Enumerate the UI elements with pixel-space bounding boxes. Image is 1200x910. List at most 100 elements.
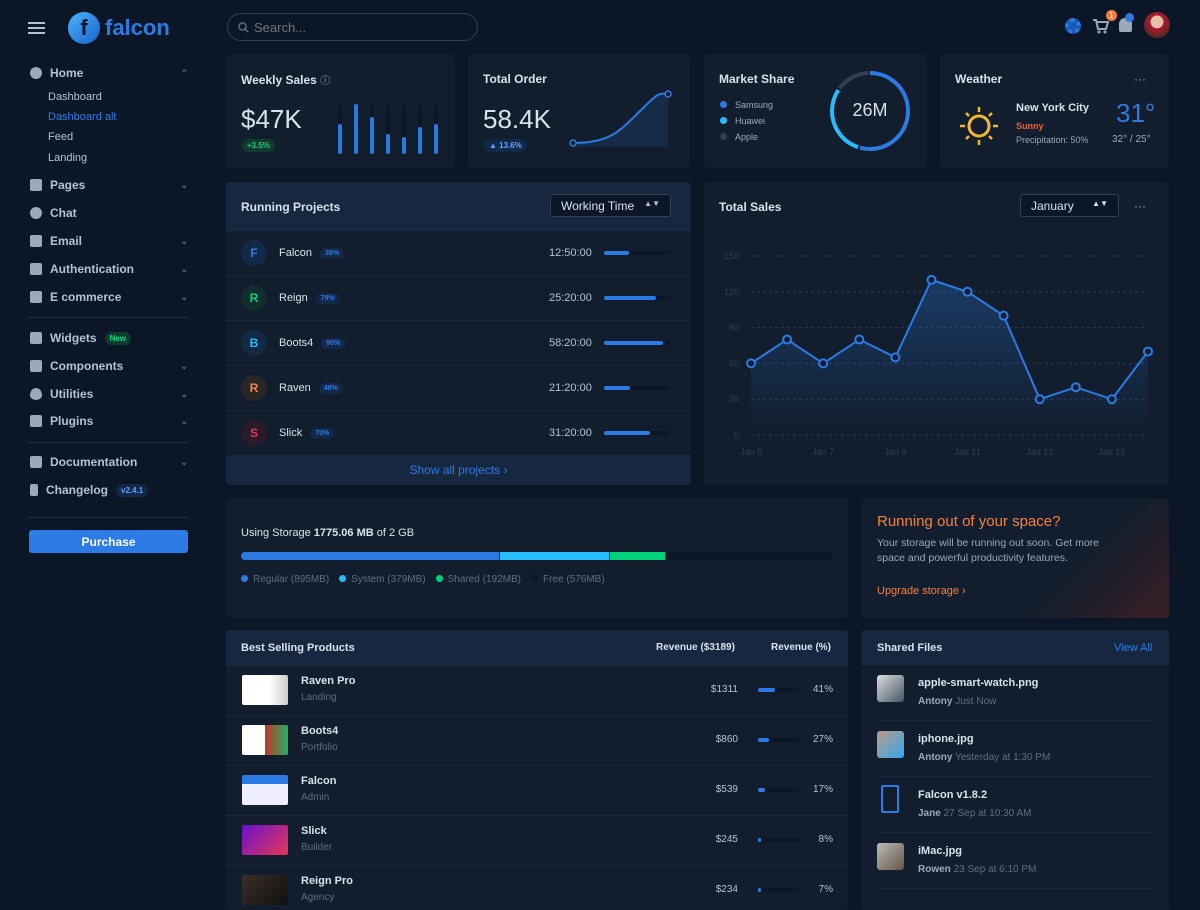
market-share-center: 26M [852, 100, 888, 120]
product-name[interactable]: Raven Pro [301, 675, 356, 687]
upgrade-storage-link[interactable]: Upgrade storage › [877, 585, 966, 597]
product-name[interactable]: Falcon [301, 775, 337, 787]
product-revenue: $245 [715, 834, 738, 845]
show-all-projects-link[interactable]: Show all projects › [226, 455, 691, 485]
weekly-sales-change: +3.5% [242, 139, 275, 152]
more-menu-icon[interactable]: ··· [1134, 199, 1146, 213]
weather-condition: Sunny [1016, 121, 1044, 131]
project-row[interactable]: B Boots4 90% 58:20:00 [226, 320, 691, 365]
project-percent-badge: 79% [315, 292, 340, 304]
more-menu-icon[interactable]: ··· [1134, 72, 1146, 86]
file-thumbnail [877, 731, 904, 758]
product-revenue: $860 [715, 734, 738, 745]
file-row[interactable]: iMac.jpg Rowen 23 Sep at 6:10 PM [876, 833, 1154, 889]
project-row[interactable]: S Slick 70% 31:20:00 [226, 410, 691, 455]
menu-toggle-icon[interactable] [28, 22, 45, 34]
storage-label: Using Storage 1775.06 MB of 2 GB [241, 527, 415, 539]
project-name: Reign [279, 292, 308, 304]
file-row[interactable]: Falcon v1.8.2 Jane 27 Sep at 10:30 AM [876, 777, 1154, 833]
search-box[interactable] [227, 13, 478, 41]
working-time-select[interactable]: Working Time ▲▼ [550, 194, 671, 217]
search-icon [238, 21, 249, 33]
product-name[interactable]: Reign Pro [301, 875, 353, 887]
product-revenue-bar [758, 888, 799, 892]
sidebar-sub-feed[interactable]: Feed [48, 131, 74, 143]
sales-point [1034, 394, 1045, 405]
sidebar-item-label: Components [50, 359, 124, 373]
product-row[interactable]: Boots4 Portfolio $860 27% [226, 715, 848, 765]
sidebar-item-label: Widgets [50, 331, 97, 345]
file-name[interactable]: Falcon v1.8.2 [918, 789, 988, 801]
product-category: Builder [301, 842, 333, 853]
sidebar-item-home[interactable]: Home ⌃ [30, 66, 188, 80]
chevron-down-icon: ⌄ [180, 388, 188, 399]
project-row[interactable]: F Falcon 38% 12:50:00 [226, 230, 691, 275]
product-row[interactable]: Reign Pro Agency $234 7% [226, 865, 848, 910]
purchase-button[interactable]: Purchase [29, 530, 188, 553]
sidebar-item-email[interactable]: Email ⌄ [30, 234, 188, 248]
info-icon[interactable]: ⓘ [320, 76, 331, 87]
view-all-link[interactable]: View All [1114, 642, 1153, 654]
month-select[interactable]: January ▲▼ [1020, 194, 1119, 217]
file-thumbnail [877, 675, 904, 702]
storage-card: Using Storage 1775.06 MB of 2 GB Regular… [226, 498, 848, 618]
total-sales-card: Total Sales January ▲▼ ··· 0 30 60 90 120 150 J… [704, 182, 1169, 485]
products-title: Best Selling Products [241, 642, 355, 654]
product-row[interactable]: Raven Pro Landing $1311 41% [226, 665, 848, 715]
product-row[interactable]: Slick Builder $245 8% [226, 815, 848, 865]
sidebar-item-components[interactable]: Components ⌄ [30, 359, 188, 373]
file-thumbnail [877, 843, 904, 870]
cart-icon[interactable] [1092, 18, 1109, 34]
file-row[interactable]: iphone.jpg Antony Yesterday at 1:30 PM [876, 721, 1154, 777]
file-row[interactable]: apple-smart-watch.png Antony Just Now [876, 665, 1154, 721]
chevron-down-icon: ⌄ [180, 291, 188, 302]
falcon-logo[interactable]: f falcon [68, 12, 170, 44]
market-share-donut [830, 71, 910, 151]
donut-slice [830, 71, 910, 151]
sidebar-item-changelog[interactable]: Changelog v2.4.1 [30, 483, 188, 497]
file-name[interactable]: apple-smart-watch.png [918, 677, 1039, 689]
sidebar-item-documentation[interactable]: Documentation ⌄ [30, 455, 188, 469]
plug-icon [30, 415, 42, 427]
user-avatar[interactable] [1144, 12, 1170, 38]
sales-point [998, 310, 1009, 321]
product-category: Admin [301, 792, 330, 803]
project-avatar: F [241, 240, 267, 266]
sidebar-sub-dashboard[interactable]: Dashboard [48, 91, 102, 103]
search-input[interactable] [254, 19, 454, 35]
legend-item: Huawei [720, 113, 773, 129]
y-tick-label: 90 [729, 323, 739, 333]
file-name[interactable]: iMac.jpg [918, 845, 963, 857]
project-percent-badge: 70% [310, 427, 335, 439]
product-name[interactable]: Slick [301, 825, 327, 837]
y-tick-label: 30 [729, 394, 739, 404]
code-branch-icon [30, 484, 38, 496]
sidebar-sub-landing[interactable]: Landing [48, 152, 88, 164]
product-row[interactable]: Falcon Admin $539 17% [226, 765, 848, 815]
sidebar-item-widgets[interactable]: Widgets New [30, 331, 188, 345]
project-percent-badge: 90% [321, 337, 346, 349]
sidebar-item-authentication[interactable]: Authentication ⌄ [30, 262, 188, 276]
sidebar-item-plugins[interactable]: Plugins ⌄ [30, 414, 188, 428]
sidebar-item-label: Home [50, 66, 84, 80]
project-row[interactable]: R Raven 40% 21:20:00 [226, 365, 691, 410]
sidebar-item-chat[interactable]: Chat [30, 206, 188, 220]
project-percent-badge: 40% [318, 382, 343, 394]
storage-segment [241, 552, 499, 560]
x-tick-label: Jan 7 [812, 447, 834, 457]
weather-range: 32° / 25° [1112, 134, 1151, 145]
file-time: 27 Sep at 10:30 AM [943, 808, 1032, 819]
sales-point [854, 334, 865, 345]
sidebar-item-pages[interactable]: Pages ⌄ [30, 178, 188, 192]
sidebar-item-utilities[interactable]: Utilities ⌄ [30, 387, 188, 401]
sidebar-divider [28, 317, 188, 318]
settings-icon[interactable] [1065, 18, 1081, 34]
sidebar-sub-dashboard-alt[interactable]: Dashboard alt [48, 111, 117, 123]
x-tick-label: Jan 13 [1026, 447, 1053, 457]
sidebar-item-ecommerce[interactable]: E commerce ⌄ [30, 290, 188, 304]
file-name[interactable]: iphone.jpg [918, 733, 974, 745]
product-name[interactable]: Boots4 [301, 725, 339, 737]
sidebar-item-label: Changelog [46, 483, 108, 497]
project-row[interactable]: R Reign 79% 25:20:00 [226, 275, 691, 320]
select-arrows-icon: ▲▼ [1092, 199, 1108, 208]
